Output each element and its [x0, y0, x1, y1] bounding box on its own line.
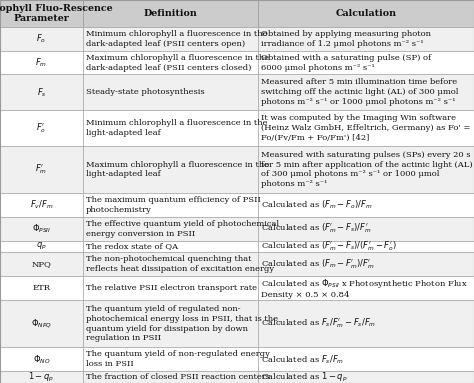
Text: Obtained by applying measuring photon
irradiance of 1.2 μmol photons m⁻² s⁻¹: Obtained by applying measuring photon ir…	[261, 30, 431, 48]
Bar	[0, 241, 83, 252]
Text: Measured after 5 min illumination time before
switching off the actinic light (A: Measured after 5 min illumination time b…	[261, 79, 459, 106]
Text: Calculated as $\Phi_{PSII}$ x Photosynthetic Photon Flux
Density × 0.5 × 0.84: Calculated as $\Phi_{PSII}$ x Photosynth…	[261, 277, 468, 300]
Bar	[0, 347, 83, 371]
Text: ETR: ETR	[33, 284, 50, 292]
Text: The effective quantum yield of photochemical
energy conversion in PSII: The effective quantum yield of photochem…	[86, 220, 279, 237]
Bar	[258, 217, 474, 241]
Bar	[0, 193, 83, 217]
Bar	[0, 276, 83, 300]
Bar	[0, 74, 83, 110]
Bar	[258, 347, 474, 371]
Text: Steady-state photosynthesis: Steady-state photosynthesis	[86, 88, 205, 96]
Text: $F_v/F_m$: $F_v/F_m$	[30, 199, 53, 211]
Bar	[0, 27, 83, 51]
Bar	[258, 0, 474, 27]
Text: $F_o$: $F_o$	[36, 33, 46, 45]
Text: $q_p$: $q_p$	[36, 241, 47, 252]
Bar	[0, 146, 83, 193]
Bar	[83, 252, 258, 276]
Bar	[83, 0, 258, 27]
Bar	[258, 241, 474, 252]
Text: Definition: Definition	[144, 9, 198, 18]
Text: Calculation: Calculation	[336, 9, 397, 18]
Bar	[83, 347, 258, 371]
Text: Calculated as $F_s/F_m$: Calculated as $F_s/F_m$	[261, 353, 345, 365]
Text: The maximum quantum efficiency of PSII
photochemistry: The maximum quantum efficiency of PSII p…	[86, 196, 261, 214]
Bar	[0, 51, 83, 74]
Bar	[258, 300, 474, 347]
Text: $\Phi_{NO}$: $\Phi_{NO}$	[33, 353, 50, 365]
Bar	[83, 110, 258, 146]
Text: Calculated as $(F_m - F_o)/F_m$: Calculated as $(F_m - F_o)/F_m$	[261, 199, 373, 211]
Text: The relative PSII electron transport rate: The relative PSII electron transport rat…	[86, 284, 257, 292]
Text: Calculated as $(F_m - F_m')/F_m'$: Calculated as $(F_m - F_m')/F_m'$	[261, 258, 375, 271]
Text: $1 - q_p$: $1 - q_p$	[28, 370, 55, 383]
Bar	[83, 217, 258, 241]
Bar	[258, 252, 474, 276]
Bar	[258, 74, 474, 110]
Text: The fraction of closed PSII reaction centers: The fraction of closed PSII reaction cen…	[86, 373, 270, 381]
Text: Obtained with a saturating pulse (SP) of
6000 μmol photons m⁻² s⁻¹: Obtained with a saturating pulse (SP) of…	[261, 54, 431, 72]
Text: The quantum yield of non-regulated energy
loss in PSII: The quantum yield of non-regulated energ…	[86, 350, 270, 368]
Bar	[258, 371, 474, 383]
Bar	[83, 241, 258, 252]
Text: Calculated as $(F_m' - F_s)/(F_m' - F_o')$: Calculated as $(F_m' - F_s)/(F_m' - F_o'…	[261, 240, 398, 253]
Text: The redox state of QA: The redox state of QA	[86, 242, 178, 250]
Text: $F_o'$: $F_o'$	[36, 121, 46, 134]
Text: Measured with saturating pulses (SPs) every 20 s
for 5 min after application of : Measured with saturating pulses (SPs) ev…	[261, 151, 473, 188]
Bar	[83, 27, 258, 51]
Text: Calculated as $(F_m' - F_s)/F_m'$: Calculated as $(F_m' - F_s)/F_m'$	[261, 222, 372, 236]
Text: It was computed by the Imaging Win software
(Heinz Walz GmbH, Effeltrich, German: It was computed by the Imaging Win softw…	[261, 114, 471, 142]
Bar	[83, 51, 258, 74]
Bar	[258, 193, 474, 217]
Bar	[0, 252, 83, 276]
Text: Minimum chlorophyll a fluorescence in the
light-adapted leaf: Minimum chlorophyll a fluorescence in th…	[86, 119, 267, 137]
Text: $\Phi_{PSII}$: $\Phi_{PSII}$	[32, 223, 51, 235]
Bar	[0, 300, 83, 347]
Bar	[83, 193, 258, 217]
Bar	[258, 276, 474, 300]
Bar	[0, 110, 83, 146]
Bar	[83, 300, 258, 347]
Text: Maximum chlorophyll a fluorescence in the
dark-adapted leaf (PSII centers closed: Maximum chlorophyll a fluorescence in th…	[86, 54, 269, 72]
Text: $F_m$: $F_m$	[36, 56, 47, 69]
Text: $F_m'$: $F_m'$	[36, 163, 47, 176]
Text: The quantum yield of regulated non-
photochemical energy loss in PSII, that is t: The quantum yield of regulated non- phot…	[86, 305, 278, 342]
Bar	[83, 146, 258, 193]
Text: Calculated as $1 - q_p$: Calculated as $1 - q_p$	[261, 370, 348, 383]
Text: NPQ: NPQ	[32, 260, 51, 268]
Text: Maximum chlorophyll a fluorescence in the
light-adapted leaf: Maximum chlorophyll a fluorescence in th…	[86, 160, 269, 178]
Bar	[258, 110, 474, 146]
Text: $\Phi_{NPQ}$: $\Phi_{NPQ}$	[31, 317, 52, 330]
Text: Minimum chlorophyll a fluorescence in the
dark-adapted leaf (PSII centers open): Minimum chlorophyll a fluorescence in th…	[86, 30, 267, 48]
Bar	[0, 371, 83, 383]
Bar	[83, 74, 258, 110]
Bar	[83, 371, 258, 383]
Text: Calculated as $F_s/F_m' - F_s/F_m$: Calculated as $F_s/F_m' - F_s/F_m$	[261, 317, 376, 331]
Text: The non-photochemical quenching that
reflects heat dissipation of excitation ene: The non-photochemical quenching that ref…	[86, 255, 274, 273]
Text: $F_s$: $F_s$	[36, 86, 46, 98]
Bar	[0, 0, 83, 27]
Bar	[258, 51, 474, 74]
Bar	[258, 27, 474, 51]
Bar	[0, 217, 83, 241]
Bar	[83, 276, 258, 300]
Bar	[258, 146, 474, 193]
Text: Chlorophyll Fluo-Rescence
Parameter: Chlorophyll Fluo-Rescence Parameter	[0, 4, 113, 23]
